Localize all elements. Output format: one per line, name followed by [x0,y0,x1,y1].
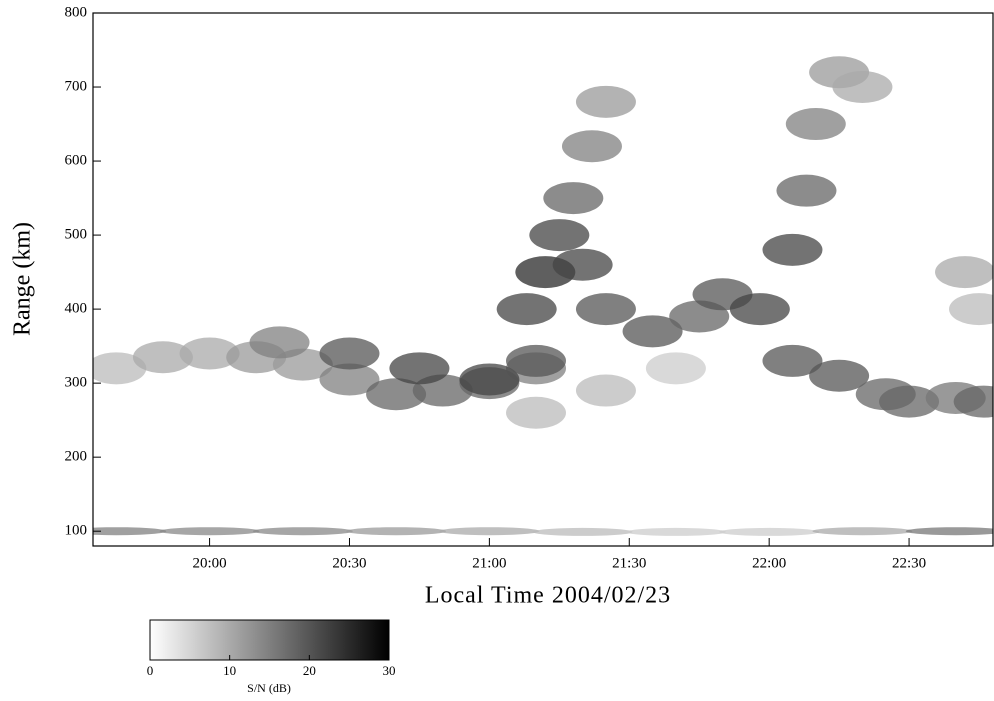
y-tick-label: 100 [65,523,88,539]
y-tick-label: 400 [65,301,88,317]
echo-cell [645,352,706,385]
echo-cell [719,527,820,536]
y-tick-label: 300 [65,375,88,391]
echo-cell [132,341,193,374]
echo-cell [93,527,167,536]
echo-cell [552,248,613,281]
echo-cell [179,337,240,370]
y-tick-label: 500 [65,227,88,243]
x-tick-label: 21:00 [472,555,506,571]
echo-cell [622,315,683,348]
x-tick-label: 21:30 [612,555,646,571]
echo-cell [439,527,540,536]
echo-cell [506,344,567,377]
echo-cell [729,293,790,326]
axes-frame [92,12,994,547]
echo-cell [762,233,823,266]
echo-cell [319,337,380,370]
colorbar-tick-label: 30 [383,663,396,678]
echo-cell [762,344,823,377]
colorbar-tick-label: 0 [147,663,154,678]
echo-cell [252,527,353,536]
y-tick-label: 200 [65,449,88,465]
echo-cell [93,352,147,385]
y-tick-label: 600 [65,152,88,168]
echo-cell [389,352,450,385]
echo-cell [366,378,427,411]
echo-cell [776,174,837,207]
echo-cell [949,293,993,326]
echo-cell [459,363,520,396]
x-tick-label: 20:00 [192,555,226,571]
plot-area [93,56,993,536]
echo-cell [561,130,622,163]
echo-cell [575,293,636,326]
echo-cell [809,359,870,392]
echo-cell [249,326,310,359]
echo-cell [159,527,260,536]
echo-cell [529,219,590,252]
x-tick-label: 20:30 [332,555,366,571]
echo-cell [346,527,447,536]
echo-cell [785,108,846,141]
y-tick-label: 700 [65,78,88,94]
y-tick-label: 800 [65,4,88,20]
echo-cell [953,385,993,418]
colorbar-tick-label: 10 [223,663,236,678]
echo-cell [812,527,913,536]
echo-cell [625,527,726,536]
echo-cell [832,71,893,104]
x-axis-label: Local Time 2004/02/23 [425,583,671,609]
colorbar-tick-label: 20 [303,663,316,678]
y-axis-label: Range (km) [10,222,36,336]
echo-cell [496,293,557,326]
echo-cell [575,374,636,407]
x-tick-label: 22:00 [752,555,786,571]
echo-cell [319,363,380,396]
echo-cell [935,256,993,289]
colorbar [149,619,390,661]
echo-cell [543,182,604,215]
colorbar-label: S/N (dB) [247,681,291,695]
echo-cell [879,385,940,418]
x-tick-label: 22:30 [892,555,926,571]
echo-cell [575,85,636,118]
echo-cell [532,527,633,536]
echo-cell [506,396,567,429]
echo-cell [905,527,993,536]
